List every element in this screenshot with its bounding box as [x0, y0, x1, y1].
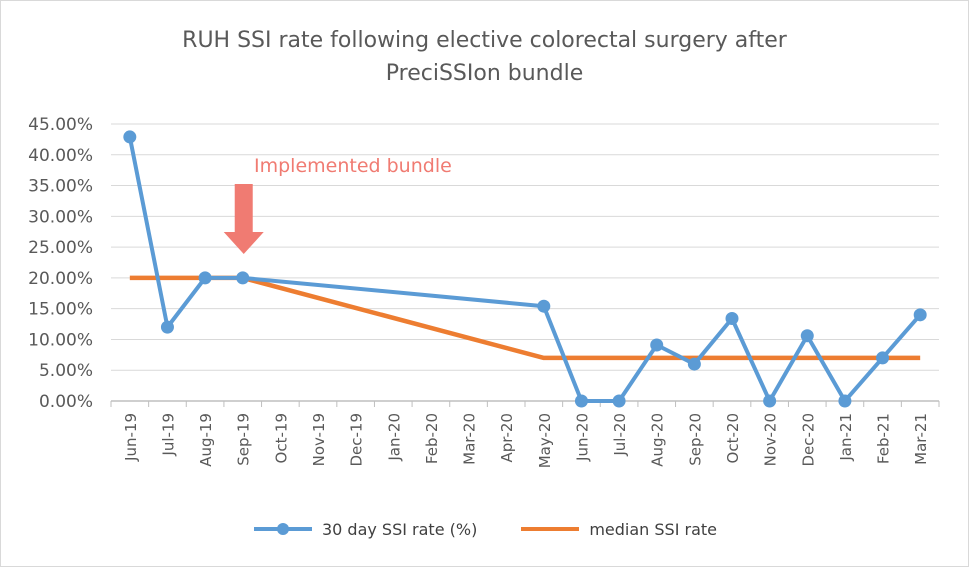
ssi-rate-point	[913, 308, 927, 322]
chart-title-line-1: RUH SSI rate following elective colorect…	[182, 28, 787, 53]
y-tick-label: 40.00%	[28, 146, 93, 166]
x-tick-label: Dec-20	[799, 413, 817, 467]
ssi-rate-point	[198, 271, 212, 285]
y-tick-label: 45.00%	[28, 115, 93, 135]
x-tick-label: Nov-19	[310, 413, 328, 466]
y-tick-label: 30.00%	[28, 207, 93, 227]
x-tick-label: Jul-19	[159, 413, 177, 457]
annotation-text: Implemented bundle	[254, 155, 452, 177]
legend: 30 day SSI rate (%) median SSI rate	[0, 514, 969, 544]
x-tick-label: Apr-20	[498, 413, 516, 463]
legend-swatch-ssi-rate	[253, 523, 312, 535]
x-tick-label: May-20	[536, 413, 554, 468]
x-tick-label: Feb-20	[423, 413, 441, 464]
legend-label-ssi-rate: 30 day SSI rate (%)	[321, 519, 478, 539]
y-tick-label: 35.00%	[28, 177, 93, 197]
x-tick-label: Jun-20	[573, 413, 591, 462]
y-tick-label: 25.00%	[28, 238, 93, 258]
ssi-rate-point	[800, 329, 814, 343]
x-tick-label: Sep-20	[686, 413, 704, 466]
ssi-rate-point	[123, 130, 137, 144]
ssi-rate-point	[612, 394, 626, 408]
ssi-rate-point	[725, 312, 739, 326]
y-tick-label: 0.00%	[39, 392, 93, 412]
x-tick-label: Oct-19	[272, 413, 290, 463]
x-tick-label: Nov-20	[762, 413, 780, 466]
x-tick-label: Oct-20	[724, 413, 742, 463]
y-tick-label: 5.00%	[39, 361, 93, 381]
legend-item-ssi-rate: 30 day SSI rate (%)	[252, 520, 477, 539]
legend-swatch-median	[521, 527, 580, 531]
x-tick-label: Mar-20	[461, 413, 479, 465]
y-tick-label: 20.00%	[28, 269, 93, 289]
ssi-rate-point	[838, 394, 852, 408]
chart-title-line-2: PreciSSIon bundle	[385, 61, 584, 86]
x-tick-label: Feb-21	[875, 413, 893, 464]
ssi-rate-point	[876, 351, 890, 365]
legend-item-median: median SSI rate	[519, 520, 717, 539]
annotation-arrow-icon	[223, 184, 264, 254]
ssi-rate-point	[687, 357, 701, 371]
chart-title: RUH SSI rate following elective colorect…	[0, 24, 969, 90]
annotation-layer	[223, 184, 264, 254]
x-axis: Jun-19 Jul-19 Aug-19 Sep-19 Oct-19 Nov-19 Dec-…	[110, 400, 940, 468]
y-axis: 0.00% 5.00% 10.00% 15.00% 20.00% 25.00% 30.00%…	[28, 115, 93, 412]
x-tick-label: Jan-21	[837, 413, 855, 462]
legend-label-median: median SSI rate	[589, 519, 718, 539]
x-tick-label: Dec-19	[348, 413, 366, 467]
y-tick-label: 15.00%	[28, 300, 93, 320]
ssi-rate-point	[236, 271, 250, 285]
x-tick-label: Mar-21	[912, 413, 930, 465]
ssi-rate-point	[763, 394, 777, 408]
x-tick-label: Aug-19	[197, 413, 215, 467]
ssi-rate-point	[537, 299, 551, 313]
ssi-rate-line	[127, 136, 922, 403]
ssi-rate-point	[650, 338, 664, 352]
median-line	[129, 275, 921, 361]
x-tick-label: Aug-20	[649, 413, 667, 467]
series-layer	[123, 130, 927, 408]
gridlines	[111, 123, 939, 371]
y-tick-label: 10.00%	[28, 330, 93, 350]
x-tick-label: Jun-19	[122, 413, 140, 462]
ssi-rate-point	[574, 394, 588, 408]
x-tick-label: Sep-19	[235, 413, 253, 466]
x-tick-label: Jul-20	[611, 413, 629, 457]
x-tick-label: Jan-20	[385, 413, 403, 462]
ssi-rate-point	[160, 320, 174, 334]
